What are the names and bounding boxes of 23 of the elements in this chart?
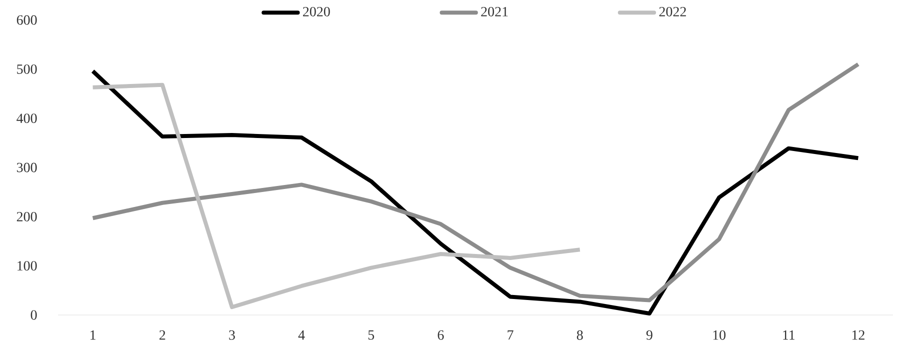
- legend-label: 2020: [303, 6, 330, 16]
- y-tick-label: 200: [16, 212, 37, 222]
- x-tick-label: 5: [368, 330, 374, 340]
- x-tick-label: 8: [576, 330, 583, 340]
- legend-label: 2021: [481, 6, 508, 16]
- line-series: [90, 82, 582, 310]
- y-tick-label: 300: [16, 162, 37, 172]
- legend-label: 2022: [659, 6, 686, 16]
- y-tick-label: 400: [16, 114, 37, 124]
- x-tick-label: 1: [90, 330, 96, 340]
- x-tick-label: 3: [229, 330, 235, 340]
- x-tick-label: 9: [646, 330, 652, 340]
- y-tick-label: 600: [16, 15, 37, 25]
- x-tick-label: 10: [713, 330, 726, 340]
- y-tick-label: 100: [18, 261, 37, 271]
- x-tick-label: 12: [852, 330, 864, 340]
- y-tick-label: 0: [30, 310, 37, 320]
- x-tick-label: 11: [783, 330, 795, 340]
- x-tick-label: 4: [298, 330, 305, 340]
- x-tick-label: 7: [508, 330, 514, 340]
- x-tick-label: 2: [159, 330, 166, 340]
- x-tick-label: 6: [438, 330, 444, 340]
- y-tick-label: 500: [17, 64, 37, 74]
